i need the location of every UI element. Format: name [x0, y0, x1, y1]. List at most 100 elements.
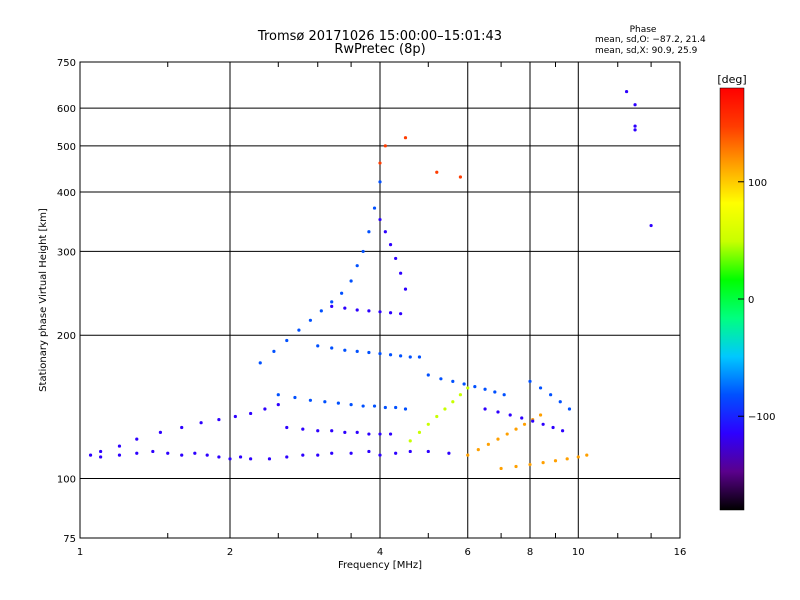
data-point [567, 407, 572, 411]
data-point [233, 414, 237, 419]
data-point [308, 398, 313, 402]
data-point [323, 400, 327, 404]
data-point [633, 103, 637, 107]
data-point [367, 230, 371, 234]
phase-stats-title: Phase [630, 25, 657, 35]
data-point [514, 427, 518, 431]
data-point [466, 453, 470, 457]
data-point [435, 414, 439, 419]
data-point [205, 453, 209, 457]
data-point [316, 344, 320, 348]
data-point [135, 437, 139, 441]
data-point [263, 407, 267, 411]
data-point [447, 451, 451, 455]
data-point [361, 404, 365, 408]
colorbar-ticks: 100 0 −100 [738, 178, 775, 423]
data-point [372, 206, 377, 210]
data-point [361, 249, 365, 254]
data-point [403, 136, 408, 140]
y-tick-label: 200 [57, 331, 76, 342]
data-point [301, 453, 305, 457]
data-point [408, 449, 412, 454]
data-point [316, 453, 320, 457]
data-point [378, 161, 382, 165]
data-point [394, 405, 398, 410]
data-point [319, 309, 323, 313]
x-tick-label: 8 [527, 547, 533, 558]
y-axis-label: Stationary phase Virtual Height [km] [38, 208, 49, 392]
data-point [388, 243, 393, 247]
data-point [217, 455, 221, 459]
data-point [249, 457, 253, 461]
data-point [553, 459, 558, 463]
data-point [403, 287, 408, 291]
data-point [417, 430, 422, 434]
y-tick-label: 100 [57, 475, 76, 486]
data-point [355, 430, 359, 434]
data-point [514, 464, 518, 469]
data-point [426, 373, 430, 377]
data-point [135, 451, 139, 455]
data-point [496, 437, 500, 441]
data-point [340, 291, 344, 295]
data-point [276, 393, 280, 397]
data-point [451, 379, 455, 383]
data-point [349, 402, 353, 407]
data-point [316, 429, 320, 433]
data-point [551, 425, 555, 430]
data-point [355, 349, 359, 353]
data-point [633, 124, 637, 128]
data-point [388, 353, 393, 357]
data-point [285, 338, 289, 343]
data-point [193, 451, 197, 455]
data-point [343, 430, 347, 434]
data-point [633, 128, 637, 132]
data-point [394, 256, 398, 261]
data-point [520, 416, 524, 420]
data-point [238, 455, 243, 459]
x-tick-label: 6 [465, 547, 471, 558]
data-point [355, 264, 359, 268]
data-point [117, 444, 122, 448]
data-point [538, 413, 543, 417]
data-point [426, 449, 430, 454]
colorbar-tick-label: −100 [748, 412, 775, 423]
data-point [267, 457, 272, 461]
data-point [426, 422, 430, 426]
data-point [330, 300, 334, 304]
data-point [308, 318, 313, 322]
data-point [388, 432, 393, 436]
x-axis: 1 2 4 6 8 10 16 [77, 62, 686, 558]
data-point [258, 361, 262, 365]
data-point [99, 455, 103, 459]
data-point [367, 432, 371, 436]
data-point [276, 402, 280, 407]
data-point [367, 350, 371, 355]
x-axis-label: Frequency [MHz] [338, 560, 422, 571]
data-point [349, 451, 353, 455]
data-point [528, 379, 532, 383]
data-point [285, 455, 289, 459]
data-point [541, 422, 545, 426]
data-point [496, 410, 500, 414]
data-point [394, 451, 398, 455]
data-point [367, 309, 371, 313]
data-point [343, 348, 347, 352]
data-point [343, 306, 347, 310]
y-tick-label: 500 [57, 142, 76, 153]
data-point [399, 354, 403, 358]
data-point [378, 453, 382, 457]
data-point [199, 421, 203, 425]
data-point [486, 442, 490, 446]
data-point [417, 355, 422, 359]
data-point [349, 279, 353, 283]
data-point [585, 453, 589, 457]
data-point [649, 223, 653, 228]
data-point [99, 449, 103, 454]
data-point [355, 308, 359, 312]
data-point [505, 432, 509, 436]
data-point [462, 382, 466, 386]
data-point [476, 448, 480, 452]
data-point [285, 425, 289, 430]
